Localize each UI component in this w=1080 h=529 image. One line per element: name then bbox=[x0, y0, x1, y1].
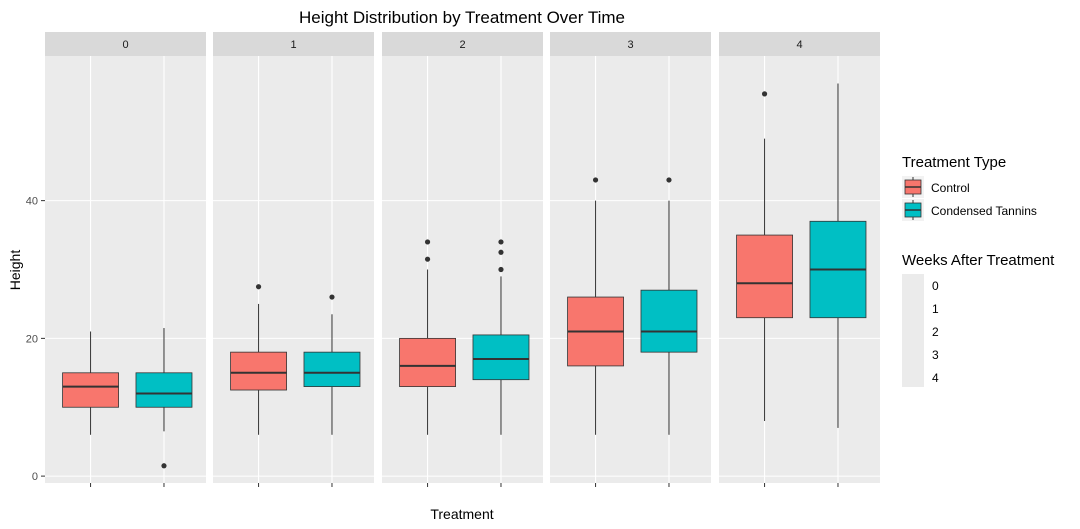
facet-strip-4 bbox=[719, 32, 880, 56]
box-iqr bbox=[640, 289, 698, 353]
plot-background bbox=[213, 56, 374, 483]
outlier-point bbox=[424, 239, 431, 245]
box-iqr bbox=[230, 351, 287, 391]
facet-strip-0 bbox=[45, 32, 206, 56]
facet-panel-4: 4 bbox=[719, 32, 880, 487]
legend-treatment-type: Treatment Type Control Condensed Tannins bbox=[902, 154, 1037, 221]
legend-weeks-keys bbox=[902, 274, 924, 387]
box-iqr bbox=[62, 372, 119, 408]
box-control-week-4 bbox=[736, 91, 793, 422]
y-axis-title: Height bbox=[7, 250, 23, 291]
legend-label-week-2: 2 bbox=[932, 325, 939, 339]
y-axis: 0 20 40 bbox=[26, 196, 45, 483]
legend-weeks-after-treatment: Weeks After Treatment 0 1 2 3 4 bbox=[902, 252, 1055, 387]
box-control-week-3 bbox=[567, 177, 624, 435]
facet-panel-2: 2 bbox=[382, 32, 543, 487]
facet-panels: 0 1 2 3 4 bbox=[45, 32, 880, 487]
facet-strip-label-0: 0 bbox=[122, 39, 128, 51]
legend-title-treatment: Treatment Type bbox=[902, 154, 1006, 171]
box-iqr bbox=[303, 351, 361, 387]
facet-panel-1: 1 bbox=[213, 32, 374, 487]
facet-panel-3: 3 bbox=[550, 32, 711, 487]
legend-label-week-3: 3 bbox=[932, 348, 939, 362]
legend-title-weeks: Weeks After Treatment bbox=[902, 252, 1055, 269]
legend-label-week-0: 0 bbox=[932, 279, 939, 293]
plot-background bbox=[45, 56, 206, 483]
plot-background bbox=[382, 56, 543, 483]
box-condensed-tannins-week-0 bbox=[135, 328, 193, 469]
box-control-week-1 bbox=[230, 284, 287, 435]
box-control-week-2 bbox=[399, 239, 456, 435]
y-tick-label: 20 bbox=[26, 333, 38, 345]
outlier-point bbox=[329, 294, 335, 300]
legend-label-week-4: 4 bbox=[932, 371, 939, 385]
plot-background bbox=[550, 56, 711, 483]
facet-panel-0: 0 bbox=[45, 32, 206, 487]
outlier-point bbox=[161, 463, 167, 469]
facet-strip-label-1: 1 bbox=[290, 39, 296, 51]
outlier-point bbox=[255, 284, 262, 290]
box-condensed-tannins-week-3 bbox=[640, 177, 698, 435]
box-condensed-tannins-week-1 bbox=[303, 294, 361, 435]
chart-title: Height Distribution by Treatment Over Ti… bbox=[299, 8, 625, 27]
outlier-point bbox=[761, 91, 768, 97]
outlier-point bbox=[592, 177, 599, 183]
legend-label-week-1: 1 bbox=[932, 302, 939, 316]
legend-label-control: Control bbox=[931, 181, 970, 195]
facet-strip-1 bbox=[213, 32, 374, 56]
box-iqr bbox=[472, 334, 530, 381]
facet-strip-label-3: 3 bbox=[627, 39, 633, 51]
outlier-point bbox=[498, 249, 504, 255]
facet-strip-3 bbox=[550, 32, 711, 56]
outlier-point bbox=[424, 256, 431, 262]
outlier-point bbox=[498, 266, 504, 273]
y-tick-label: 0 bbox=[32, 471, 38, 483]
box-iqr bbox=[135, 372, 193, 408]
facet-strip-label-4: 4 bbox=[796, 39, 802, 51]
box-condensed-tannins-week-4 bbox=[809, 83, 867, 428]
x-axis-title: Treatment bbox=[430, 506, 493, 522]
box-condensed-tannins-week-2 bbox=[472, 239, 530, 435]
outlier-point bbox=[498, 239, 504, 245]
y-tick-label: 40 bbox=[26, 196, 38, 208]
legend-label-condensed-tannins: Condensed Tannins bbox=[931, 204, 1037, 218]
outlier-point bbox=[666, 177, 672, 183]
box-control-week-0 bbox=[62, 331, 119, 435]
facet-strip-label-2: 2 bbox=[459, 39, 465, 51]
box-iqr bbox=[399, 337, 456, 387]
facet-strip-2 bbox=[382, 32, 543, 56]
box-iqr bbox=[736, 234, 793, 319]
